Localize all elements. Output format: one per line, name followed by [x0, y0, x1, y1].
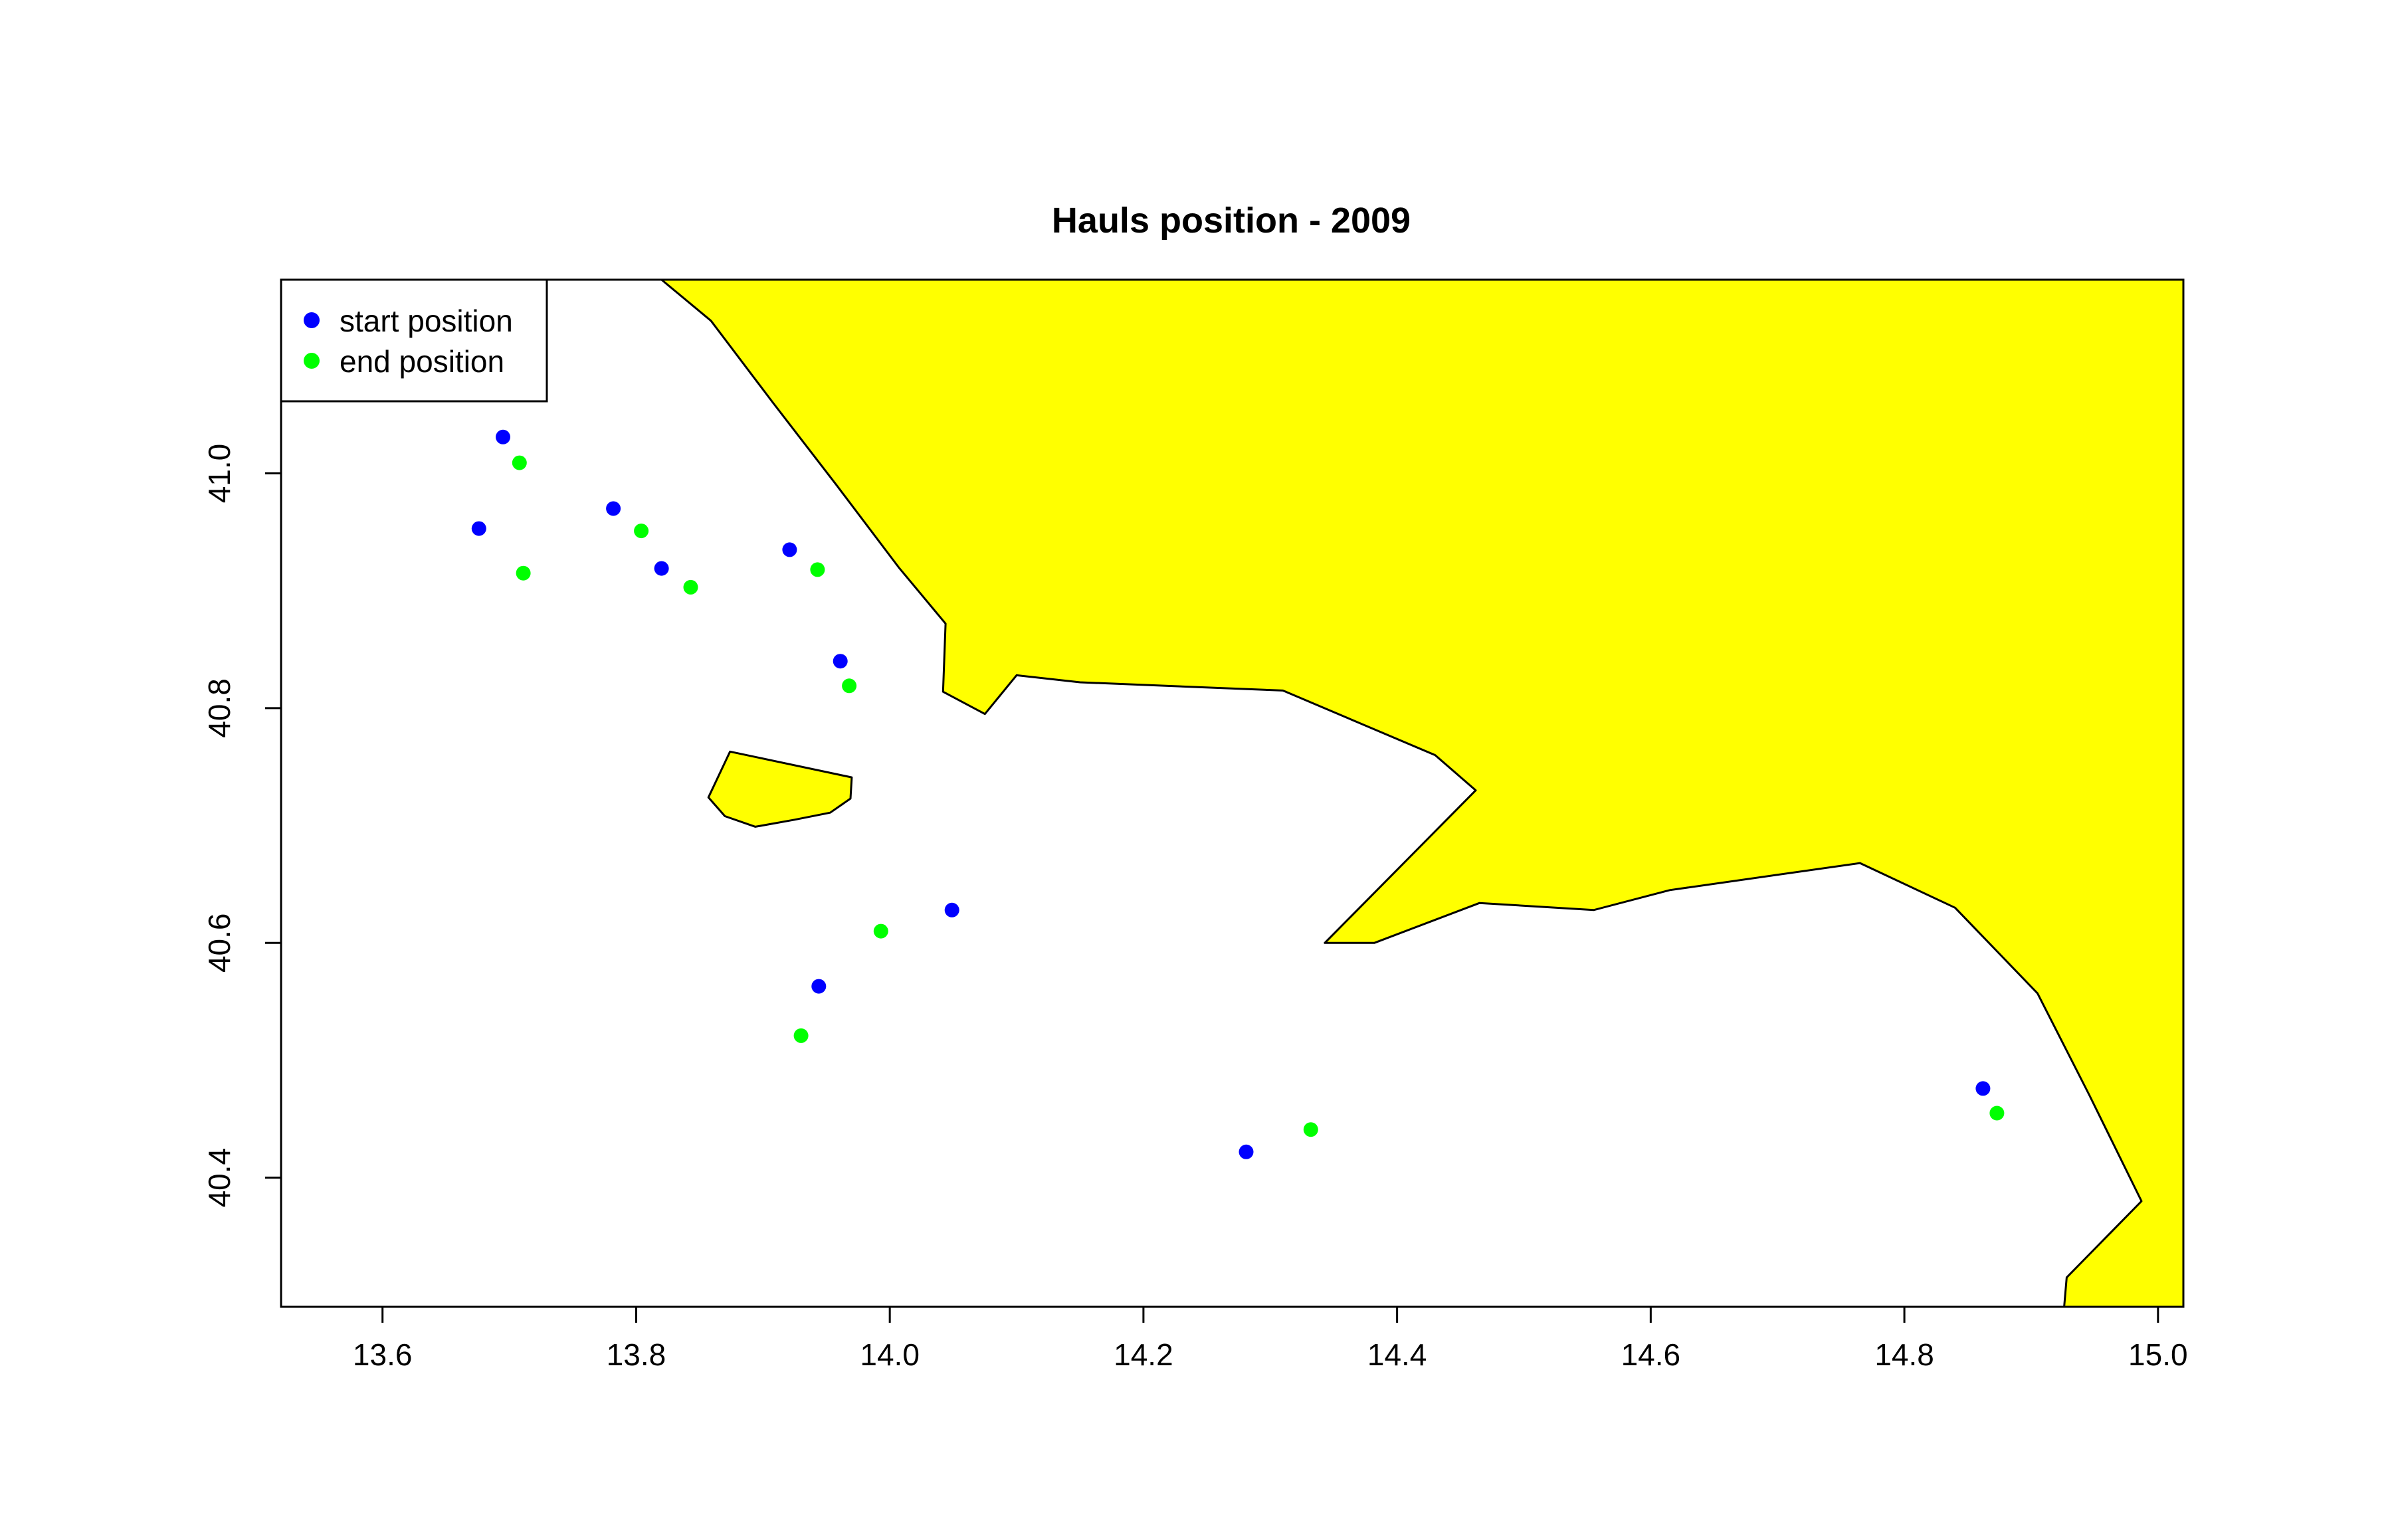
- legend-marker-start-position: [304, 312, 320, 328]
- x-tick-label: 14.6: [1621, 1337, 1681, 1372]
- points-layer: [471, 429, 2005, 1159]
- x-tick-label: 14.4: [1367, 1337, 1427, 1372]
- legend: start position end position: [280, 278, 548, 403]
- start-position-point: [496, 429, 510, 444]
- legend-label-start-position: start position: [340, 304, 513, 338]
- x-tick-label: 14.0: [860, 1337, 920, 1372]
- x-tick-label: 14.8: [1874, 1337, 1934, 1372]
- end-position-point: [512, 455, 527, 470]
- start-position-point: [606, 501, 621, 516]
- land-polygon: [707, 750, 853, 828]
- start-position-point: [833, 654, 848, 669]
- end-position-point: [634, 524, 649, 539]
- land-polygon: [660, 280, 2183, 1307]
- x-tick-label: 14.2: [1114, 1337, 1173, 1372]
- land-layer: [660, 280, 2183, 1307]
- y-tick-label: 40.4: [202, 1148, 237, 1208]
- x-tick-label: 15.0: [2128, 1337, 2188, 1372]
- x-axis: 13.6 13.8 14.0 14.2 14.4 14.6 14.8 15.0: [353, 1305, 2188, 1372]
- start-position-point: [782, 542, 797, 557]
- y-axis: 40.4 40.6 40.8 41.0: [202, 444, 282, 1208]
- start-position-point: [471, 521, 486, 536]
- y-tick-label: 40.8: [202, 678, 237, 738]
- end-position-point: [683, 579, 698, 595]
- start-position-point: [1239, 1144, 1254, 1159]
- y-tick-label: 41.0: [202, 444, 237, 504]
- end-position-point: [873, 923, 888, 939]
- end-position-point: [842, 678, 857, 694]
- start-position-point: [1975, 1081, 1991, 1096]
- start-position-point: [811, 979, 827, 994]
- end-position-point: [1303, 1122, 1318, 1137]
- legend-box: [280, 278, 548, 403]
- chart-title: Hauls position - 2009: [1052, 201, 1411, 241]
- end-position-point: [516, 565, 531, 581]
- legend-label-end-position: end position: [340, 344, 504, 379]
- x-tick-label: 13.6: [353, 1337, 413, 1372]
- x-tick-label: 13.8: [607, 1337, 666, 1372]
- end-position-point: [810, 562, 825, 577]
- start-position-point: [944, 902, 959, 917]
- start-position-point: [654, 561, 669, 576]
- y-tick-label: 40.6: [202, 914, 237, 973]
- end-position-point: [793, 1028, 809, 1043]
- legend-marker-end-position: [304, 353, 320, 369]
- end-position-point: [1989, 1106, 2005, 1121]
